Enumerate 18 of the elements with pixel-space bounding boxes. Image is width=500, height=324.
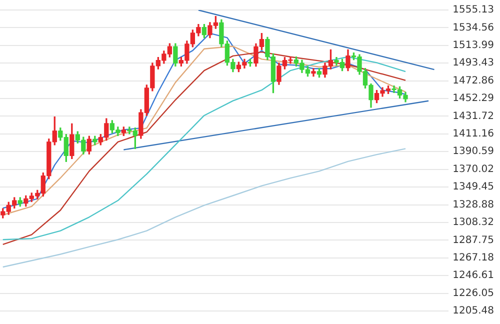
y-tick-label: 1411.16	[452, 128, 494, 140]
y-tick-label: 1493.43	[452, 58, 494, 69]
y-tick-label: 1555.13	[452, 4, 494, 16]
y-tick-label: 1246.61	[452, 270, 494, 282]
y-tick-label: 1390.59	[452, 146, 494, 158]
y-tick-label: 1267.18	[452, 252, 494, 264]
y-tick-label: 1431.72	[452, 110, 494, 122]
y-tick-label: 1452.29	[452, 93, 494, 104]
y-tick-label: 1226.05	[452, 288, 494, 299]
y-tick-label: 1308.32	[452, 217, 494, 228]
y-tick-label: 1287.75	[452, 234, 494, 246]
y-tick-label: 1472.86	[452, 75, 494, 86]
y-tick-label: 1205.48	[452, 306, 494, 317]
y-tick-label: 1370.02	[452, 164, 494, 175]
y-tick-label: 1328.88	[452, 199, 494, 210]
y-tick-label: 1513.99	[452, 40, 494, 52]
y-tick-label: 1349.45	[452, 182, 494, 193]
y-tick-label: 1534.56	[452, 22, 494, 34]
